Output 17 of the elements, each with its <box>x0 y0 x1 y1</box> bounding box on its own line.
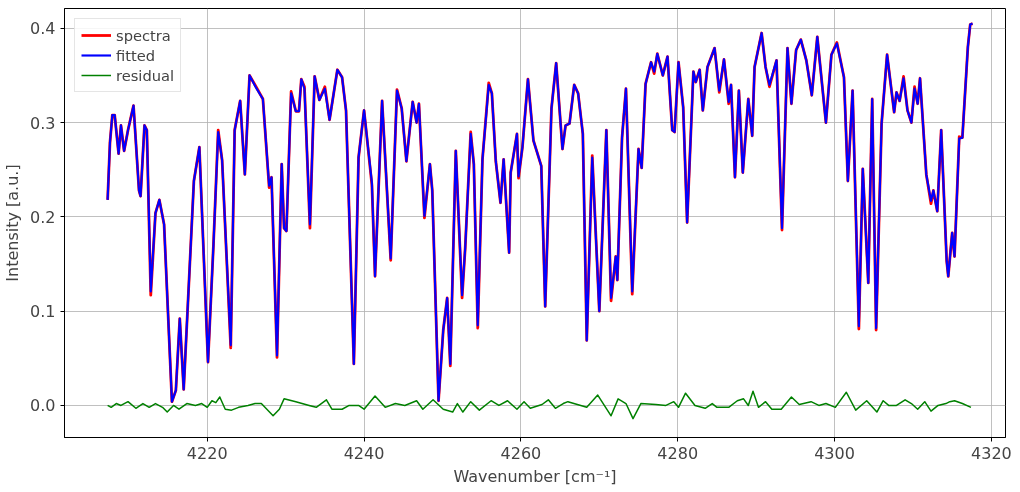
x-tick-label: 4300 <box>814 443 855 463</box>
y-tick-label: 0.4 <box>30 19 56 39</box>
line-series <box>106 390 972 420</box>
x-tick-label: 4240 <box>343 443 385 463</box>
x-axis-title: Wavenumber [cm⁻¹] <box>453 466 617 486</box>
x-tick-label: 4320 <box>971 443 1012 463</box>
legend-label: residual <box>116 66 175 84</box>
y-tick-label: 0.3 <box>30 113 56 133</box>
x-tick-label: 4220 <box>186 443 228 463</box>
x-tick-label: 4280 <box>657 443 699 463</box>
y-axis-title: Intensity [a.u.] <box>3 164 23 282</box>
legend-label: fitted <box>116 46 156 64</box>
y-tick-label: 0.2 <box>30 207 56 227</box>
y-tick-label: 0.0 <box>30 396 56 416</box>
legend-label: spectra <box>116 26 171 44</box>
x-tick-label: 4260 <box>500 443 542 463</box>
y-tick-label: 0.1 <box>30 302 56 322</box>
